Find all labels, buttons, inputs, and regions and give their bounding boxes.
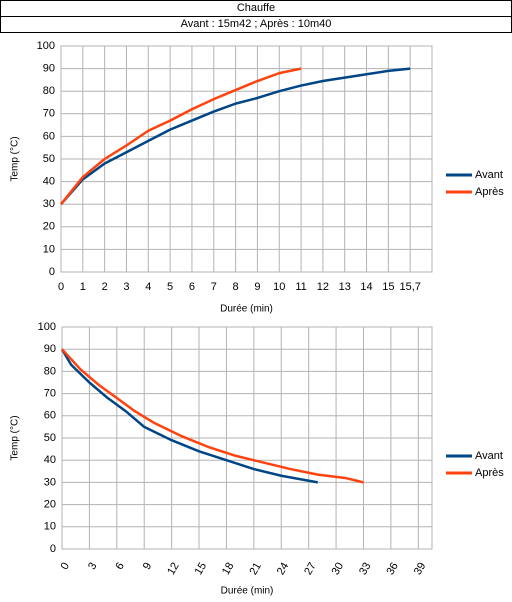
- x-tick-label: 0: [59, 561, 72, 572]
- series-line: [60, 348, 319, 484]
- x-tick-label: 9: [254, 281, 260, 293]
- x-tick-label: 4: [145, 281, 151, 293]
- y-axis-label: Temp (°C): [10, 136, 21, 181]
- x-tick-label: 5: [167, 281, 173, 293]
- y-tick-label: 70: [44, 388, 56, 400]
- y-tick-label: 100: [37, 40, 55, 52]
- series-line: [61, 348, 364, 484]
- x-axis-label: Durée (min): [220, 304, 273, 315]
- legend-label: Avant: [475, 450, 503, 462]
- y-tick-label: 0: [49, 266, 55, 278]
- plot-border: [60, 45, 433, 273]
- y-tick-label: 30: [44, 476, 56, 488]
- legend-label: Après: [475, 467, 504, 479]
- x-tick-label: 11: [295, 281, 306, 293]
- y-tick-label: 10: [43, 243, 55, 255]
- legend-label: Après: [475, 186, 504, 198]
- x-tick-label: 14: [360, 281, 372, 293]
- y-tick-label: 0: [50, 543, 56, 555]
- x-tick-label: 27: [302, 561, 319, 578]
- y-tick-label: 40: [44, 454, 56, 466]
- x-tick-label: 15,7: [399, 281, 420, 293]
- x-tick-label: 1: [80, 281, 86, 293]
- x-tick-label: 9: [141, 561, 154, 572]
- x-tick-label: 24: [275, 561, 292, 578]
- x-tick-label: 39: [412, 561, 429, 578]
- x-tick-label: 18: [220, 561, 237, 578]
- y-tick-label: 80: [43, 85, 55, 97]
- y-tick-label: 10: [44, 521, 56, 533]
- y-tick-label: 70: [43, 108, 55, 120]
- x-axis-label: Durée (min): [221, 586, 274, 597]
- y-tick-label: 40: [43, 176, 55, 188]
- x-tick-label: 15: [193, 561, 210, 578]
- y-tick-label: 90: [44, 343, 56, 355]
- x-tick-label: 3: [123, 281, 129, 293]
- y-tick-label: 50: [44, 432, 56, 444]
- x-tick-label: 2: [102, 281, 108, 293]
- x-tick-label: 8: [233, 281, 239, 293]
- x-tick-label: 12: [317, 281, 329, 293]
- x-tick-label: 15: [382, 281, 394, 293]
- x-tick-label: 6: [113, 561, 126, 572]
- y-tick-label: 50: [43, 153, 55, 165]
- y-tick-label: 30: [43, 198, 55, 210]
- series-line: [60, 67, 302, 205]
- x-tick-label: 13: [339, 281, 351, 293]
- x-tick-label: 12: [165, 561, 182, 578]
- x-tick-label: 3: [86, 561, 99, 572]
- legend-label: Avant: [475, 169, 503, 181]
- series-line: [60, 67, 411, 206]
- x-tick-label: 36: [384, 561, 401, 578]
- x-tick-label: 6: [189, 281, 195, 293]
- y-tick-label: 80: [44, 365, 56, 377]
- y-tick-label: 60: [44, 410, 56, 422]
- y-tick-label: 20: [43, 221, 55, 233]
- y-tick-label: 90: [43, 63, 55, 75]
- y-tick-label: 20: [44, 499, 56, 511]
- x-tick-label: 21: [247, 561, 264, 578]
- x-tick-label: 10: [273, 281, 285, 293]
- x-tick-label: 7: [211, 281, 217, 293]
- x-tick-label: 30: [330, 561, 347, 578]
- plot-border: [61, 326, 433, 550]
- y-tick-label: 100: [38, 321, 56, 333]
- x-tick-label: 0: [58, 281, 64, 293]
- y-axis-label: Temp (°C): [10, 415, 21, 460]
- y-tick-label: 60: [43, 130, 55, 142]
- x-tick-label: 33: [357, 561, 374, 578]
